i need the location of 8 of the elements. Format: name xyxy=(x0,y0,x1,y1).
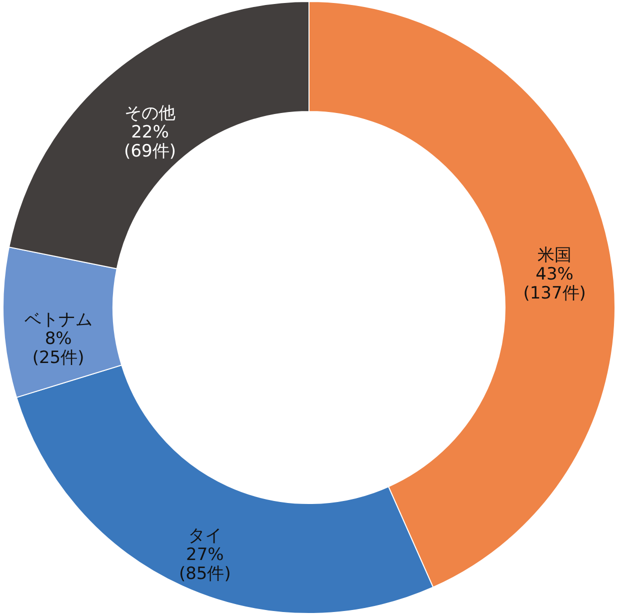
slice-label: 米国 xyxy=(538,245,572,266)
slice-label: ベトナム xyxy=(24,310,92,330)
data-label: 8% (25件) xyxy=(32,328,84,368)
data-label: 27% (85件) xyxy=(178,544,231,584)
slice-label: その他 xyxy=(124,103,176,124)
data-label: 22% (69件) xyxy=(124,122,176,162)
slice-label: タイ xyxy=(188,526,222,546)
data-label: 43% (137件) xyxy=(523,264,586,304)
